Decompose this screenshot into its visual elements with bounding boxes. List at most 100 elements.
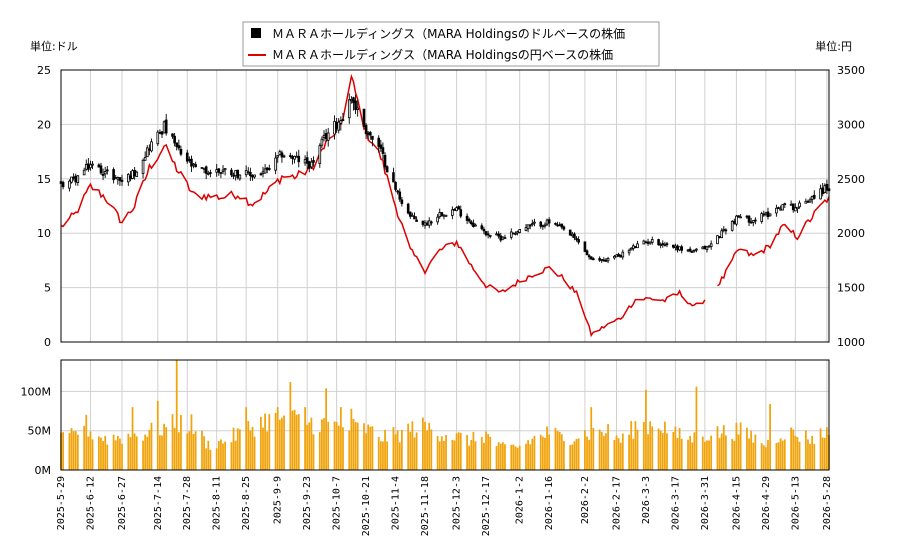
volume-bar <box>516 447 519 470</box>
date-tick-label: 2026-1-2 <box>515 476 526 524</box>
volume-bar <box>630 421 633 470</box>
volume-bar <box>85 414 88 470</box>
volume-bar <box>377 436 380 470</box>
candle-body <box>408 211 412 217</box>
volume-bar <box>291 410 294 470</box>
candle-body <box>320 138 324 146</box>
price-plot-frame <box>60 69 830 343</box>
volume-bar <box>657 428 660 470</box>
volume-bar <box>234 440 237 470</box>
volume-bar <box>674 426 677 470</box>
candle-body <box>781 204 785 211</box>
right-tick-label: 3000 <box>837 118 865 131</box>
volume-bar <box>590 407 593 470</box>
volume-bar <box>236 428 239 470</box>
candle-body <box>455 207 458 212</box>
candle-body <box>617 253 620 257</box>
volume-bar <box>293 409 296 470</box>
candle-body <box>160 131 164 135</box>
candle-body <box>760 213 763 222</box>
candle-body <box>305 157 309 164</box>
volume-bar <box>76 434 79 470</box>
volume-bar <box>584 430 586 470</box>
candle-body <box>690 251 694 253</box>
candle-body <box>642 240 646 245</box>
candle-body <box>676 245 679 251</box>
volume-bar <box>588 439 591 470</box>
volume-bar <box>706 440 708 470</box>
volume-bar <box>354 422 357 470</box>
candle-body <box>425 222 429 226</box>
volume-bar <box>159 435 161 470</box>
price-gridlines <box>60 69 829 343</box>
volume-bar <box>365 433 367 470</box>
candle-body <box>518 229 522 233</box>
date-tick-label: 2026-1-16 <box>544 476 555 530</box>
legend-yen-label: ＭＡＲＡホールディングス（MARA Holdingsの円ベースの株価 <box>272 47 613 62</box>
legend-usd-marker <box>251 28 261 38</box>
volume-bar <box>451 439 454 470</box>
candle-body <box>495 233 498 236</box>
left-tick-label: 20 <box>37 118 51 131</box>
volume-bar <box>754 434 757 470</box>
candle-body <box>707 245 711 248</box>
candle-body <box>629 247 633 251</box>
candle-body <box>141 159 145 174</box>
candle-body <box>164 119 168 134</box>
candle-body <box>347 99 351 119</box>
candle-body <box>701 246 705 250</box>
volume-bar <box>268 414 271 470</box>
candle-body <box>592 258 595 261</box>
volume-bar <box>680 438 683 470</box>
candle-body <box>278 151 282 155</box>
candle-body <box>568 229 572 236</box>
candle-body <box>185 152 189 162</box>
candle-body <box>415 219 418 222</box>
volume-bar <box>445 435 447 470</box>
candle-body <box>722 228 726 231</box>
candle-body <box>381 147 385 154</box>
volume-bar <box>760 443 763 470</box>
candle-body <box>310 161 313 168</box>
candle-body <box>634 246 637 248</box>
volume-bar <box>91 439 94 470</box>
volume-bar <box>563 441 565 470</box>
candle-body <box>680 246 684 251</box>
volume-bar <box>777 442 780 470</box>
candle-body <box>318 145 322 164</box>
candle-body <box>650 239 654 243</box>
candle-body <box>480 225 484 230</box>
volume-bar <box>321 419 323 470</box>
volume-bar <box>119 438 121 470</box>
candle-body <box>733 220 736 224</box>
volume-bar <box>809 443 811 470</box>
volume-bar <box>100 437 102 470</box>
candle-body <box>114 177 118 180</box>
candle-body <box>764 212 768 215</box>
candle-body <box>543 224 547 227</box>
volume-bar <box>430 429 433 470</box>
candle-body <box>341 119 345 122</box>
candle-body <box>307 161 311 169</box>
volume-bar <box>260 416 262 470</box>
volume-bar <box>224 441 226 470</box>
candle-body <box>274 157 277 171</box>
candle-body <box>322 135 326 138</box>
volume-bar <box>510 444 513 470</box>
candle-body <box>526 224 530 230</box>
candle-body <box>663 244 667 246</box>
volume-bar <box>171 414 174 470</box>
volume-bar <box>295 414 298 470</box>
volume-bar <box>823 437 826 470</box>
candle-body <box>394 181 397 190</box>
candle-body <box>598 258 601 261</box>
volume-bar <box>247 421 250 470</box>
candle-body <box>823 185 827 193</box>
volume-bar <box>487 434 490 470</box>
volume-bar <box>767 439 769 470</box>
candle-body <box>644 241 648 244</box>
candle-body <box>806 200 810 203</box>
volume-bar <box>586 436 588 470</box>
candle-body <box>556 224 559 227</box>
candle-body <box>192 163 195 166</box>
